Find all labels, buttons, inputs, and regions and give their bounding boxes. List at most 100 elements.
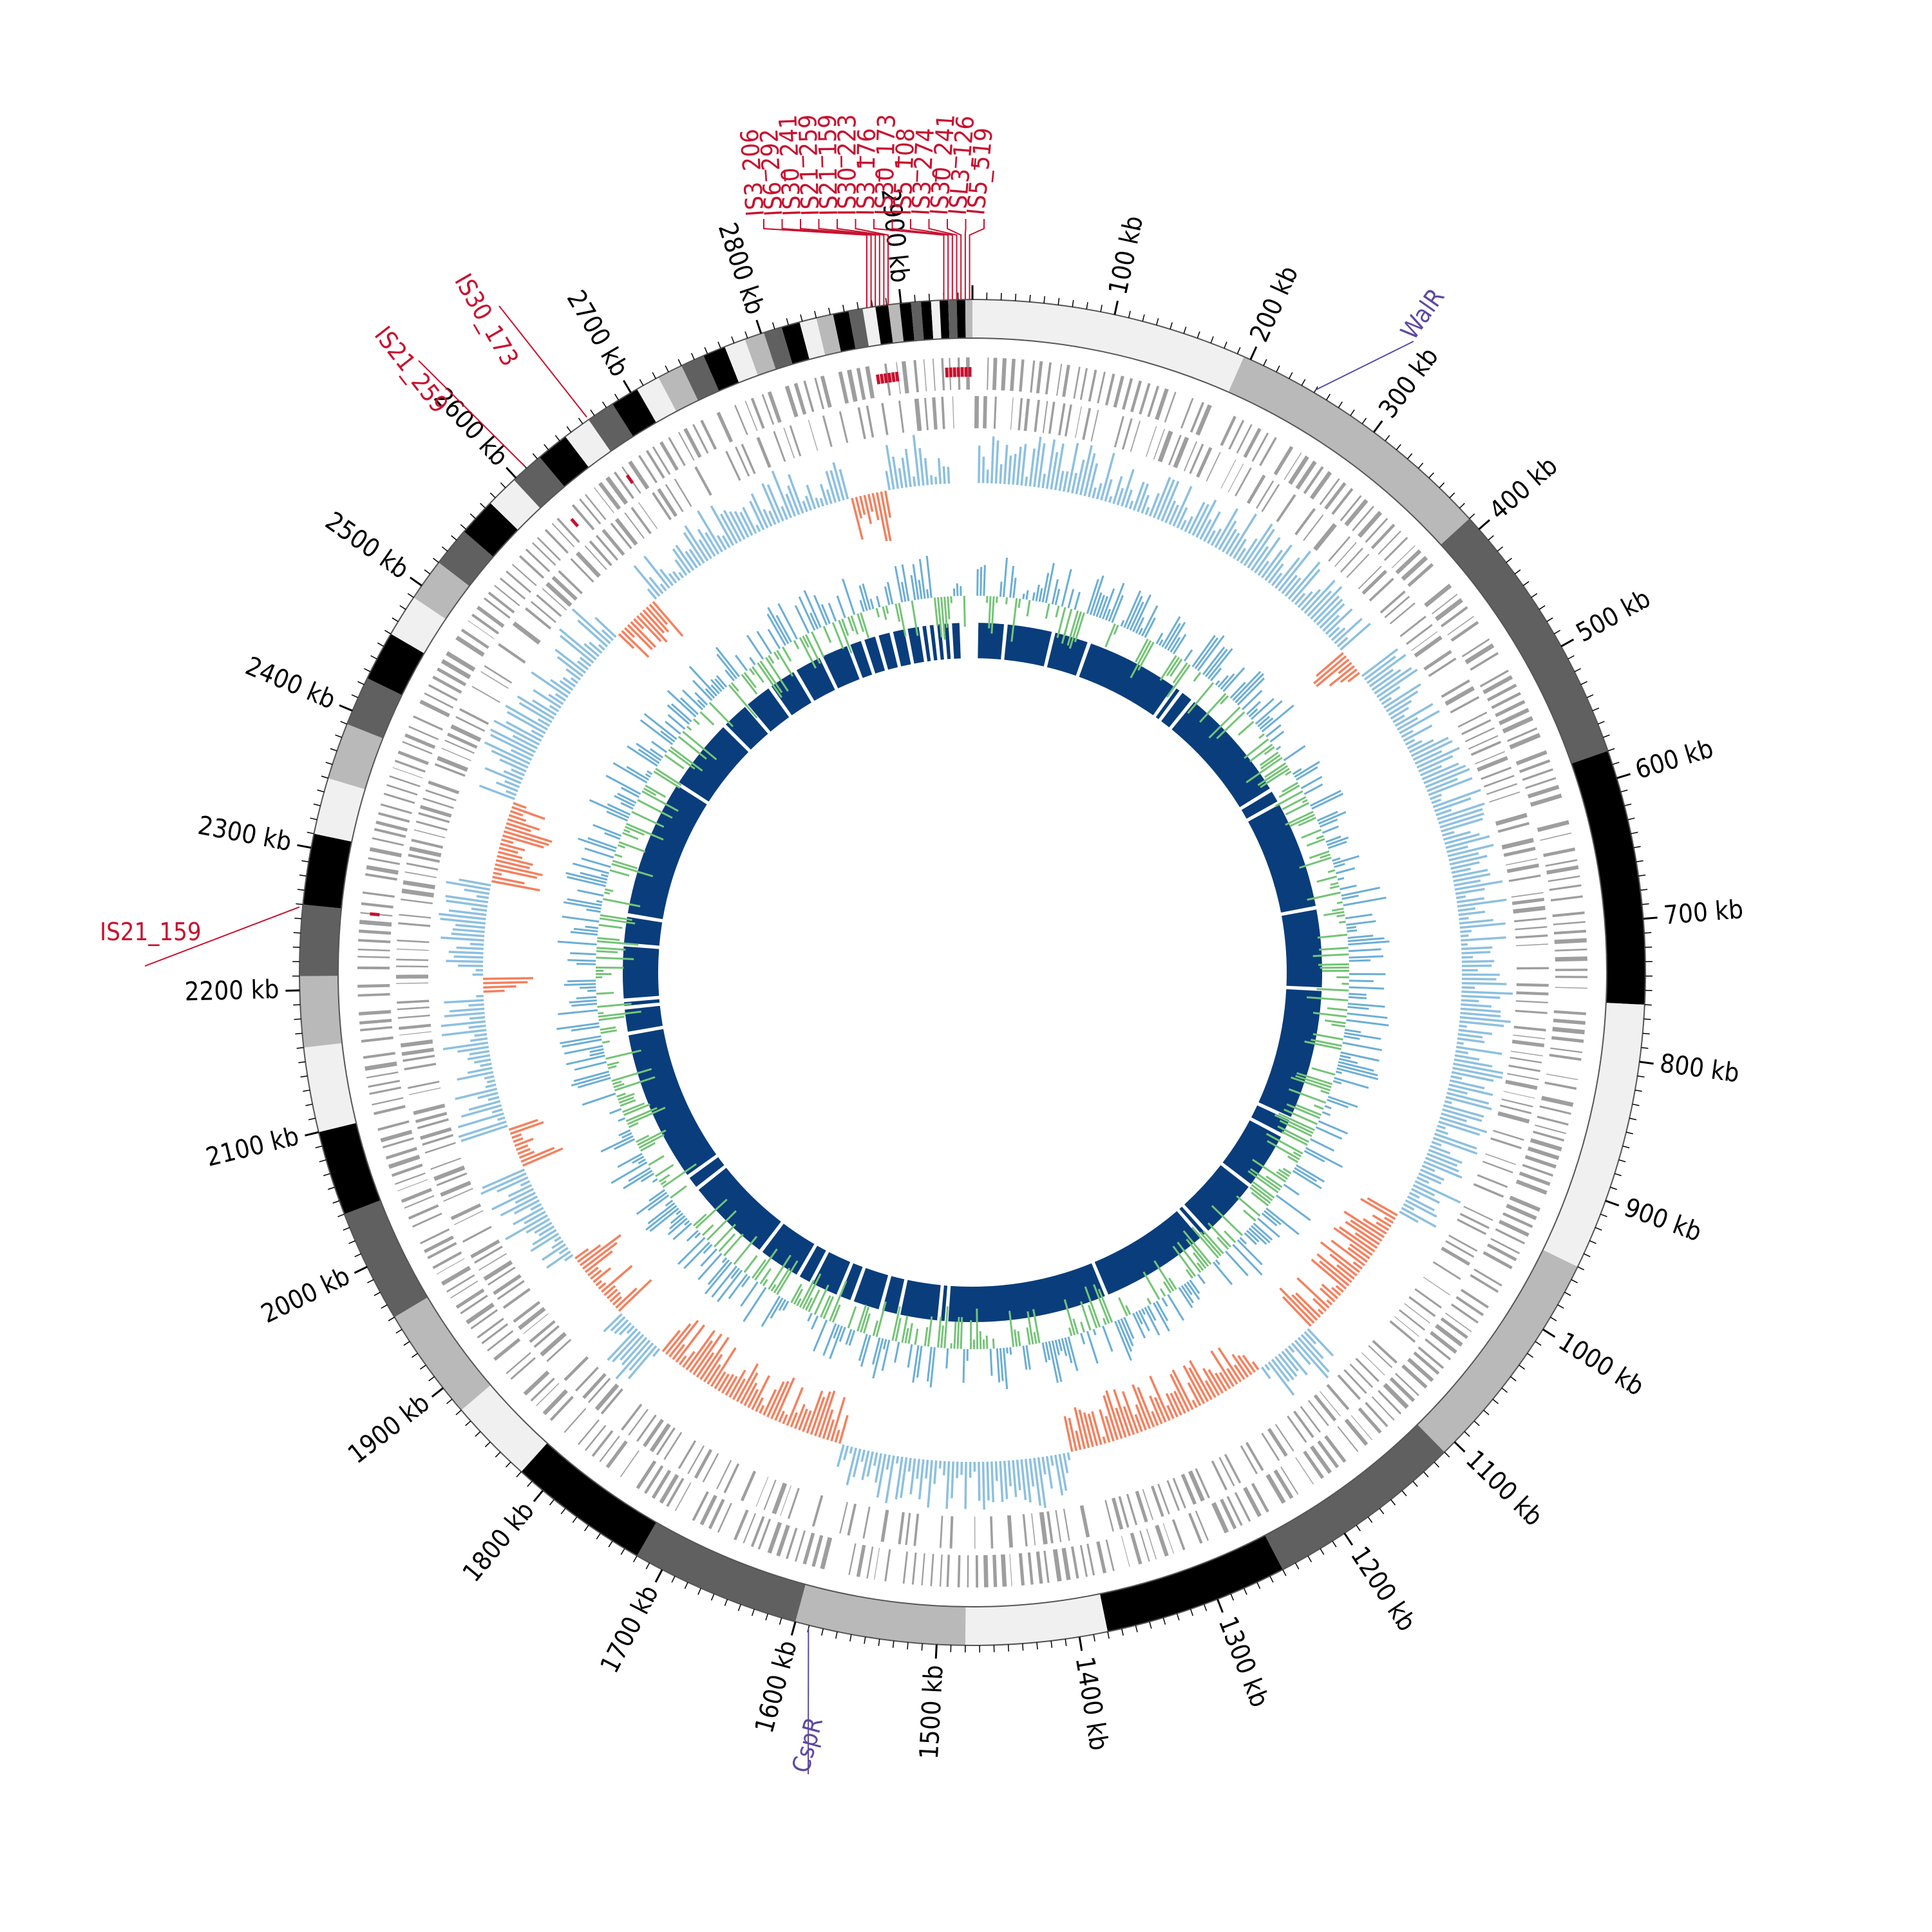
- cds-mark: [776, 1524, 790, 1557]
- skew-bar: [1349, 1243, 1370, 1260]
- gc-bar: [804, 1297, 813, 1311]
- cds-mark: [1096, 1541, 1107, 1574]
- minor-tick: [1142, 314, 1145, 322]
- gc-bar: [1257, 715, 1271, 728]
- cds-mark: [1509, 733, 1541, 750]
- cds-mark: [1273, 1469, 1294, 1499]
- gc-bar: [895, 1318, 902, 1342]
- cds-mark: [1113, 375, 1124, 408]
- skew-bar: [895, 1456, 904, 1500]
- inner-block: [900, 1280, 941, 1321]
- skew-bar: [806, 1390, 824, 1434]
- gc-bar: [585, 925, 599, 929]
- gc-bar: [1166, 656, 1180, 677]
- gc-bar: [1246, 701, 1262, 715]
- gc-bar: [1236, 677, 1265, 706]
- cds-mark: [1058, 403, 1066, 436]
- skew-bar: [585, 1250, 613, 1273]
- gc-bar: [1336, 867, 1356, 875]
- cds-mark: [1406, 623, 1433, 645]
- cds-mark: [990, 1516, 994, 1549]
- gc-bar: [963, 596, 966, 627]
- gc-bar: [1346, 920, 1376, 926]
- skew-bar: [1317, 1309, 1324, 1315]
- gc-bar: [756, 630, 773, 655]
- gc-bar: [1241, 690, 1263, 710]
- gc-bar: [631, 811, 665, 828]
- skew-bar: [458, 1121, 507, 1139]
- minor-tick: [1634, 1089, 1642, 1092]
- skew-bar: [577, 620, 609, 648]
- major-tick: [1560, 638, 1575, 647]
- minor-tick: [332, 1200, 340, 1204]
- minor-tick: [639, 379, 644, 386]
- skew-bar: [1445, 1095, 1492, 1110]
- cds-mark: [1061, 1548, 1071, 1580]
- gc-bar: [929, 1347, 936, 1388]
- cds-mark: [1499, 1219, 1530, 1237]
- cds-mark: [598, 482, 621, 510]
- skew-bar: [517, 1148, 531, 1155]
- ideogram-band: [888, 303, 904, 343]
- cds-mark: [847, 1503, 857, 1536]
- gc-bar: [1232, 1244, 1263, 1276]
- gc-bar: [1041, 1342, 1048, 1363]
- minor-tick: [632, 1555, 638, 1562]
- skew-bar: [786, 1387, 804, 1426]
- skew-bar: [759, 1405, 765, 1414]
- skew-bar: [1399, 1210, 1419, 1224]
- skew-bar: [469, 1037, 488, 1042]
- skew-bar: [907, 1457, 912, 1472]
- cds-mark: [585, 1425, 607, 1451]
- cds-mark: [1245, 1442, 1264, 1472]
- cds-mark: [386, 784, 418, 796]
- cds-mark: [1486, 1243, 1517, 1262]
- skew-bar: [1300, 589, 1321, 611]
- skew-bar: [866, 1451, 874, 1477]
- cds-mark: [952, 396, 954, 429]
- major-tick: [1542, 1329, 1556, 1338]
- cds-mark: [1506, 863, 1539, 873]
- cds-mark: [1515, 934, 1548, 939]
- skew-bar: [493, 867, 538, 879]
- cds-mark: [523, 1370, 550, 1396]
- gc-bar: [670, 1185, 687, 1199]
- skew-bar: [1278, 550, 1312, 592]
- gc-bar: [606, 810, 629, 822]
- cds-mark: [578, 1419, 600, 1445]
- minor-tick: [1612, 761, 1620, 765]
- cds-mark: [1086, 1543, 1095, 1576]
- skew-bar: [1428, 1148, 1463, 1164]
- gc-bar: [1349, 959, 1371, 962]
- gc-bar: [614, 1076, 656, 1092]
- gc-bar: [1211, 1205, 1244, 1236]
- gc-bar: [829, 1325, 843, 1359]
- skew-bar: [1460, 1012, 1501, 1018]
- skew-bar: [790, 1412, 799, 1428]
- inner-block: [944, 623, 951, 659]
- cds-mark: [1515, 943, 1548, 947]
- gc-bar: [1068, 1327, 1073, 1336]
- cds-mark: [1440, 1317, 1468, 1340]
- gc-bar: [912, 1345, 920, 1383]
- ideogram-ring: [299, 299, 1646, 1646]
- skew-bar: [1122, 1406, 1135, 1435]
- gc-bar: [807, 1312, 813, 1322]
- skew-bar: [491, 1188, 535, 1211]
- skew-bar: [649, 576, 664, 594]
- skew-bar: [467, 1066, 493, 1074]
- skew-bar: [785, 493, 797, 517]
- skew-bar: [806, 484, 817, 509]
- minor-tick: [403, 1341, 410, 1346]
- cds-mark: [409, 1087, 441, 1095]
- skew-bar: [1281, 574, 1298, 594]
- cds-mark: [361, 902, 393, 909]
- gc-bar: [1341, 895, 1359, 900]
- minor-tick: [914, 294, 916, 302]
- gc-bar: [812, 1319, 828, 1352]
- ideogram-band: [1228, 356, 1470, 545]
- inner-block: [864, 636, 886, 674]
- skew-bar: [531, 671, 569, 698]
- gc-bar: [1022, 593, 1025, 600]
- skew-bar: [485, 1083, 497, 1088]
